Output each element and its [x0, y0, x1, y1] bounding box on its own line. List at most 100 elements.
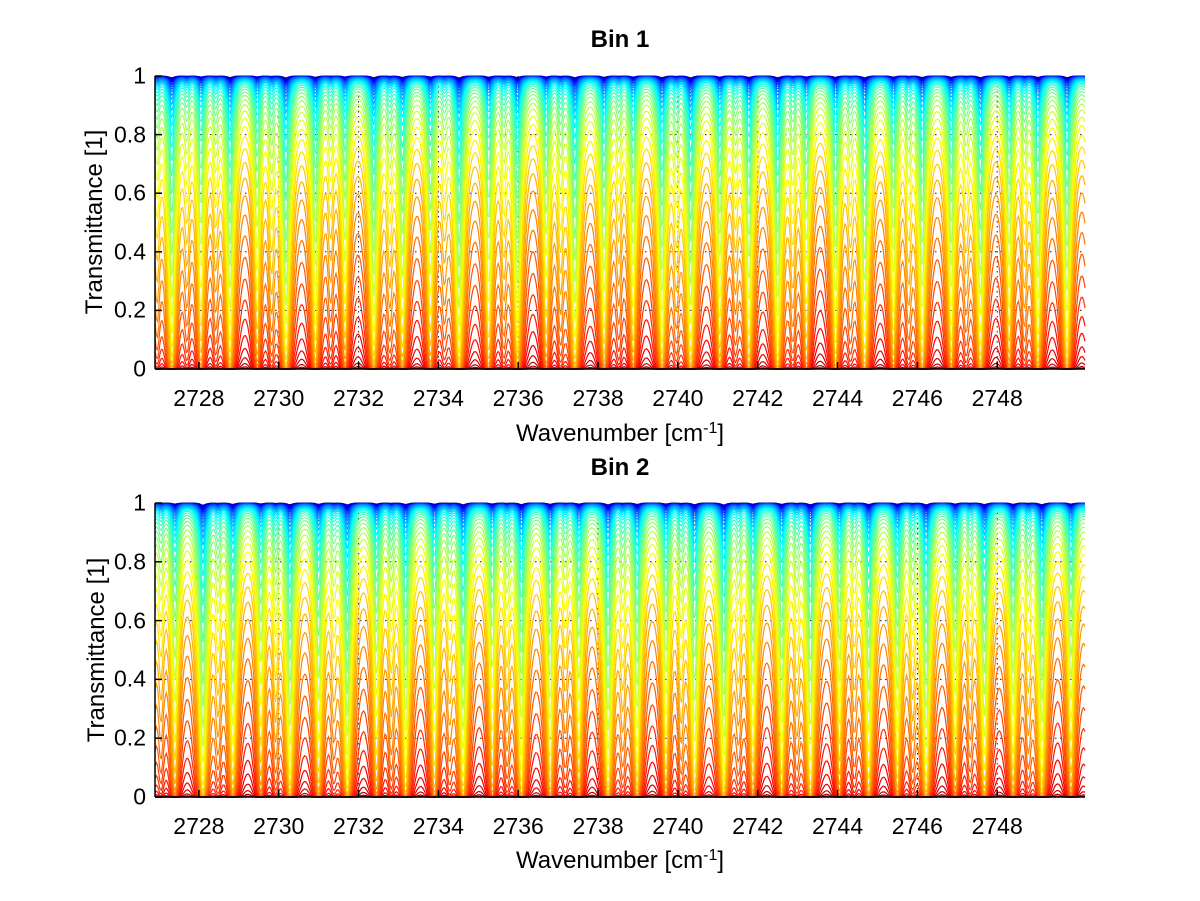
bin2-spectrum-curve [154, 525, 1086, 707]
bin1-x-axis-label: Wavenumber [cm-1] [155, 420, 1085, 448]
bin2-y-tick-label: 0 [133, 783, 146, 810]
bin2-spectrum-curve [154, 505, 1086, 546]
bin1-spectrum-curve [154, 77, 1086, 104]
bin1-x-axis-label-close: ] [717, 420, 725, 447]
bin1-x-tick-label: 2732 [332, 385, 385, 411]
bin2-axes [154, 502, 1085, 798]
bin2-x-tick-label: 2730 [253, 813, 305, 839]
bin1-axes [154, 75, 1085, 370]
bin2-spectrum-curve [154, 504, 1086, 534]
bin1-spectrum-curve [154, 81, 1086, 155]
bin2-spectrum-curve [154, 535, 1086, 747]
bin1-spectrum-curve [154, 83, 1086, 170]
bin1-x-tick-label: 2730 [253, 385, 305, 411]
bin1-spectrum-curve [154, 310, 1086, 370]
bin1-spectrum-curve [154, 78, 1086, 122]
bin1-curves [154, 75, 1086, 370]
bin2-x-tick-label: 2748 [971, 813, 1023, 839]
bin2-x-tick-label: 2742 [732, 813, 784, 839]
bin1-spectrum-curve [154, 80, 1086, 142]
bin1-y-tick-label: 0.6 [114, 179, 146, 206]
bin2-spectrum-curve [154, 508, 1086, 576]
bin1-spectrum-curve [154, 87, 1086, 204]
bin2-spectrum-curve [154, 572, 1086, 794]
bin2-spectrum-curve [154, 585, 1086, 796]
bin1-spectrum-curve [154, 77, 1086, 110]
bin2-x-tick-label: 2744 [811, 813, 864, 839]
bin1-x-tick-label: 2742 [732, 385, 784, 411]
bin2-spectrum-curve [154, 506, 1086, 555]
bin1-spectrum-curve [154, 85, 1086, 186]
bin1-spectrum-curve [154, 101, 1086, 289]
bin2-x-axis-label-sup: -1 [703, 847, 718, 864]
bin2-x-axis-label-base: Wavenumber [cm [515, 847, 704, 874]
bin2-spectrum-curve [154, 601, 1086, 797]
bin1-y-tick-label: 0.8 [114, 121, 146, 148]
bin2-x-tick-label: 2738 [572, 813, 624, 839]
bin2-y-tick-label: 1 [133, 489, 146, 516]
bin1-x-axis-label-sup: -1 [703, 420, 718, 437]
bin1-x-axis-label-base: Wavenumber [cm [515, 420, 704, 447]
bin2-y-tick-label: 0.2 [114, 724, 146, 751]
bin1-spectrum-curve [154, 114, 1086, 327]
bin2-spectrum-curve [154, 679, 1086, 798]
bin2-spectrum-curve [154, 637, 1086, 798]
bin1-x-tick-label: 2746 [891, 385, 943, 411]
bin1-spectrum-curve [154, 93, 1086, 246]
bin2-x-tick-label: 2732 [332, 813, 385, 839]
bin2-y-tick-label: 0.4 [114, 665, 146, 692]
bin1-spectrum-curve [154, 246, 1086, 370]
bin1-y-axis-label: Transmittance [1] [81, 129, 108, 315]
bin2-spectrum-curve [154, 521, 1086, 685]
bin1-spectrum-curve [154, 186, 1086, 370]
bin2-x-axis-label-close: ] [717, 847, 725, 874]
bin1-spectrum-curve [154, 225, 1086, 370]
bin2-spectrum-curve [154, 618, 1086, 798]
bin2-spectrum-curve [154, 509, 1086, 590]
bin2-spectrum-curve [154, 561, 1086, 786]
bin2-y-axis-label: Transmittance [1] [83, 557, 110, 743]
bin2-x-tick-label: 2728 [173, 813, 225, 839]
bin2-spectrum-curve [154, 512, 1086, 623]
bin1-spectrum-curve [154, 90, 1086, 224]
bin1-spectrum-curve [154, 170, 1086, 369]
bin1-plot-area [154, 75, 1086, 370]
bin2-title: Bin 2 [590, 454, 650, 481]
bin1-y-tick-label: 0.2 [114, 296, 146, 323]
bin1-y-tick-label: 1 [133, 62, 146, 89]
bin1-x-tick-label: 2736 [492, 385, 544, 411]
bin1-spectrum-curve [154, 268, 1086, 370]
bin2-y-tick-label: 0.6 [114, 607, 146, 634]
bin1-y-tick-label: 0.4 [114, 238, 146, 265]
bin1-spectrum-curve [154, 122, 1086, 342]
bin1-spectrum-curve [154, 290, 1086, 370]
bin2-spectrum-curve [154, 530, 1086, 728]
bin1-spectrum-curve [154, 205, 1086, 370]
bin2-spectrum-curve [154, 507, 1086, 565]
bin1-spectrum-curve [154, 142, 1086, 361]
bin2-curves [154, 502, 1086, 798]
bin2-spectrum-curve [154, 551, 1086, 777]
bin2-x-tick-label: 2736 [492, 813, 544, 839]
bin2-spectrum-curve [154, 700, 1086, 798]
bin2-x-tick-label: 2746 [891, 813, 943, 839]
bin1-x-tick-label: 2738 [572, 385, 624, 411]
bin1-spectrum-curve [154, 79, 1086, 132]
bin2-x-tick-label: 2734 [412, 813, 464, 839]
bin1-spectrum-curve [154, 78, 1086, 115]
bin2-y-tick-label: 0.8 [114, 548, 146, 575]
bin1-spectrum-curve [154, 155, 1086, 367]
bin1-x-tick-label: 2728 [173, 385, 225, 411]
bin2-x-tick-label: 2740 [652, 813, 704, 839]
bin2-spectrum-curve [154, 510, 1086, 606]
bin1-x-tick-label: 2734 [412, 385, 464, 411]
bin1-spectrum-curve [154, 107, 1086, 309]
bin2-spectrum-curve [154, 542, 1086, 764]
bin1-x-tick-label: 2744 [811, 385, 864, 411]
bin2-spectrum-curve [154, 515, 1086, 643]
bin1-spectrum-curve [154, 131, 1086, 353]
bin2-spectrum-curve [154, 517, 1086, 664]
bin2-spectrum-curve [154, 504, 1086, 541]
